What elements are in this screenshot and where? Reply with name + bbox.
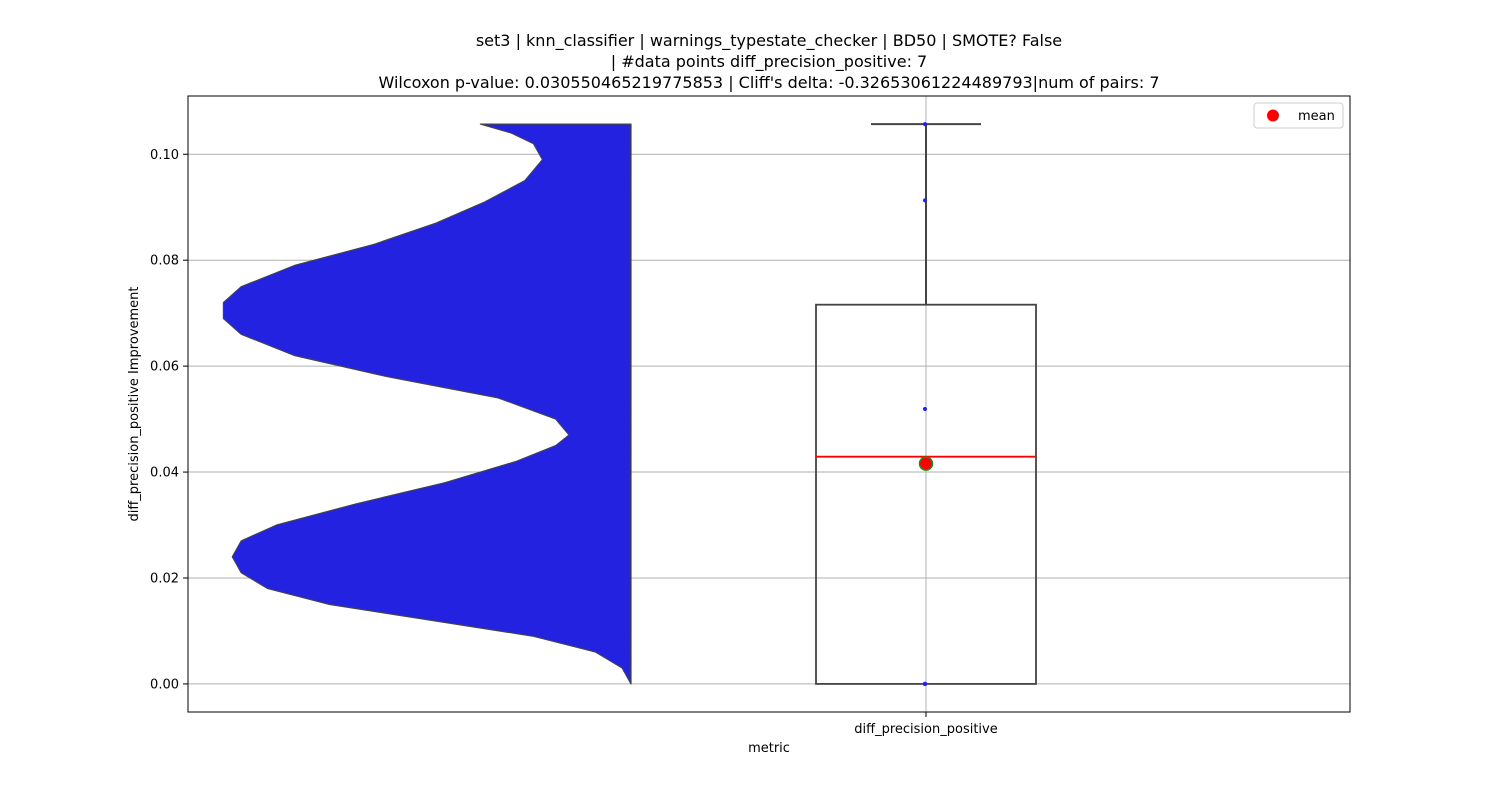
y-axis-ticks: 0.00 0.02 0.04 0.06 0.08 0.10 bbox=[150, 148, 188, 692]
data-point bbox=[923, 198, 927, 203]
mean-marker bbox=[918, 456, 934, 471]
data-point bbox=[923, 122, 927, 127]
y-tick-label: 0.10 bbox=[150, 148, 179, 163]
data-point bbox=[923, 681, 927, 686]
chart-title: set3 | knn_classifier | warnings_typesta… bbox=[378, 31, 1159, 92]
y-tick-label: 0.02 bbox=[150, 571, 179, 586]
data-point bbox=[923, 407, 927, 412]
x-tick-label: diff_precision_positive bbox=[854, 722, 997, 737]
legend-mean-marker bbox=[1267, 109, 1279, 122]
legend: mean bbox=[1253, 102, 1344, 129]
x-axis-label: metric bbox=[748, 741, 790, 756]
violin-body bbox=[222, 123, 632, 685]
violin-layer bbox=[222, 123, 632, 685]
legend-frame bbox=[1253, 102, 1344, 129]
title-line-1: set3 | knn_classifier | warnings_typesta… bbox=[476, 31, 1062, 51]
points-layer bbox=[918, 122, 934, 686]
y-axis-label: diff_precision_positive Improvement bbox=[127, 286, 142, 521]
x-axis-ticks: diff_precision_positive bbox=[854, 712, 998, 737]
plot-frame bbox=[187, 95, 1351, 713]
legend-mean-label: mean bbox=[1298, 109, 1335, 124]
title-line-3: Wilcoxon p-value: 0.030550465219775853 |… bbox=[378, 73, 1159, 92]
y-tick-label: 0.06 bbox=[150, 360, 179, 375]
y-tick-label: 0.08 bbox=[150, 254, 179, 269]
title-line-2: | #data points diff_precision_positive: … bbox=[611, 52, 927, 72]
y-tick-label: 0.00 bbox=[150, 677, 179, 692]
y-tick-label: 0.04 bbox=[150, 466, 179, 481]
